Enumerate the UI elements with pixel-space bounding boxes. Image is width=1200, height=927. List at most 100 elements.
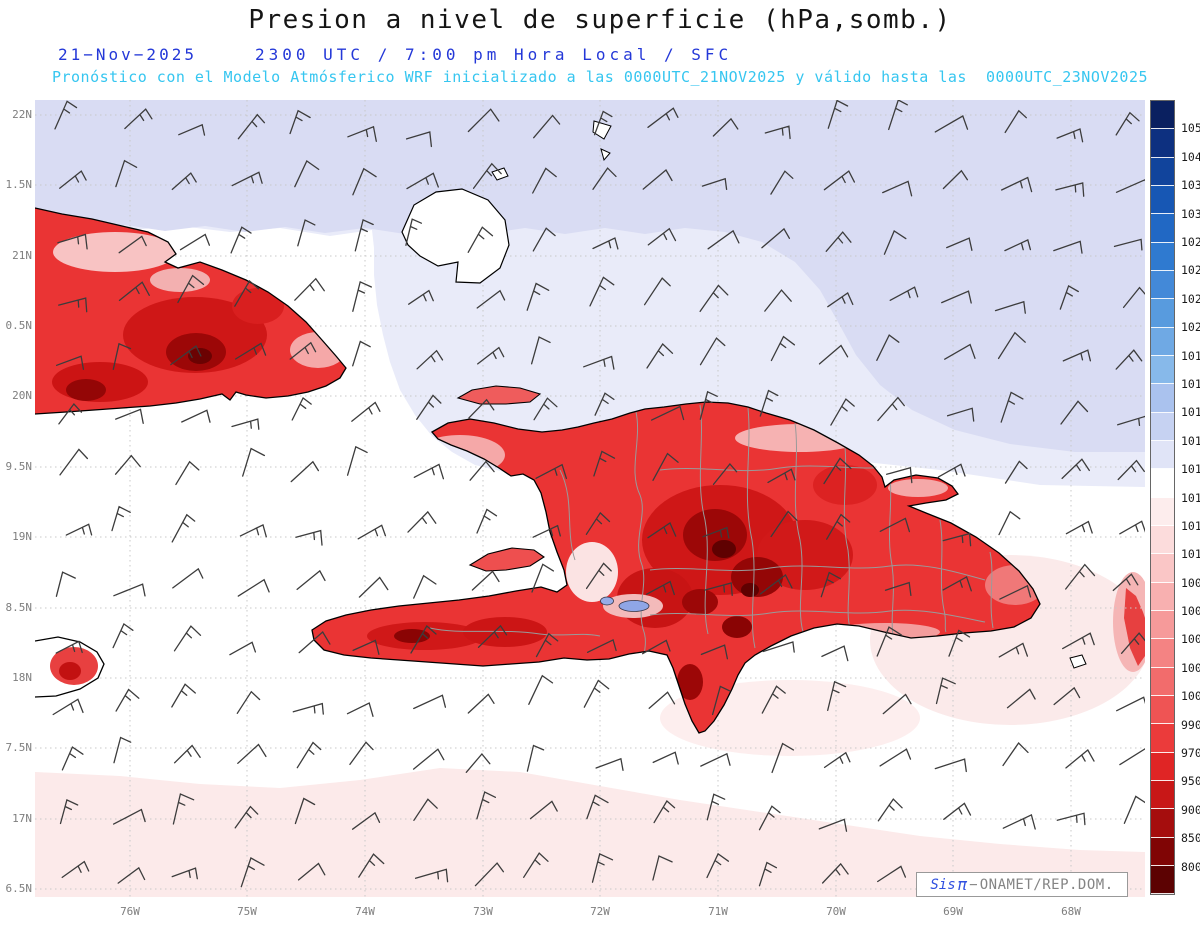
- wind-barb: [346, 702, 374, 717]
- colorbar-label: 1006: [1181, 604, 1200, 619]
- wind-barb: [172, 793, 195, 825]
- wind-barb: [827, 100, 849, 129]
- colorbar-segment: [1151, 610, 1174, 640]
- colorbar-segment: [1151, 384, 1174, 413]
- wind-barb: [523, 852, 549, 878]
- wind-barb: [474, 862, 505, 887]
- colorbar-segment: [1151, 242, 1174, 271]
- wind-barb: [997, 331, 1026, 360]
- wind-barb: [468, 398, 495, 419]
- lat-label: 1.5N: [5, 178, 33, 191]
- lon-label: 72W: [590, 905, 610, 918]
- wind-barb: [759, 389, 779, 417]
- wind-barb: [413, 798, 438, 821]
- wind-barb: [882, 180, 913, 197]
- lon-label: 69W: [943, 905, 963, 918]
- wind-barb: [416, 349, 444, 370]
- wind-barb: [61, 860, 90, 879]
- wind-barb: [641, 639, 671, 655]
- wind-barb: [533, 397, 558, 421]
- wind-barb: [937, 463, 966, 478]
- wind-barb: [827, 680, 847, 712]
- forecast-time: 2300 UTC / 7:00 pm Hora Local / SFC: [255, 45, 733, 64]
- wind-barb: [1061, 458, 1090, 480]
- wind-barb: [240, 857, 265, 888]
- wind-barb: [943, 802, 972, 820]
- wind-barb: [178, 123, 206, 136]
- wind-barb: [296, 741, 322, 769]
- wind-barb: [699, 390, 718, 420]
- wind-barb: [528, 674, 554, 705]
- wind-barb: [410, 624, 437, 654]
- colorbar-segment: [1151, 752, 1174, 781]
- wind-barb: [1060, 400, 1089, 425]
- wind-barb: [648, 691, 676, 709]
- wind-barb: [877, 798, 903, 822]
- wind-barb: [117, 866, 146, 884]
- colorbar-segment: [1151, 129, 1174, 158]
- wind-barb: [1002, 813, 1036, 830]
- colorbar-label: 1000: [1181, 689, 1200, 704]
- lat-label: 19N: [12, 530, 32, 543]
- colorbar-segment: [1151, 724, 1174, 753]
- wind-barb: [352, 639, 380, 655]
- wind-barb: [61, 746, 84, 771]
- wind-barb: [591, 852, 614, 883]
- colorbar-segment: [1151, 865, 1174, 895]
- wind-barb: [879, 748, 912, 767]
- wind-barb: [820, 571, 842, 598]
- wind-barb: [1004, 460, 1028, 484]
- wind-barb: [175, 460, 200, 486]
- wind-barb: [352, 340, 371, 367]
- colorbar-segment: [1151, 412, 1174, 441]
- wind-barb: [229, 641, 257, 656]
- wind-barb: [296, 569, 326, 591]
- wind-barb: [886, 466, 913, 484]
- wind-barb: [589, 276, 615, 307]
- colorbar-label: 1028: [1181, 234, 1200, 249]
- watermark-brand: Sis: [930, 876, 956, 893]
- wind-barb: [1062, 632, 1095, 650]
- wind-barb: [531, 563, 555, 593]
- lat-label: 18N: [12, 671, 32, 684]
- wind-barb: [234, 805, 259, 829]
- wind-barb: [297, 219, 316, 247]
- colorbar-label: 1017: [1181, 405, 1200, 420]
- wind-barb: [242, 447, 266, 477]
- wind-barb: [231, 418, 260, 430]
- wind-barb: [1065, 749, 1095, 769]
- lat-label: 20N: [12, 389, 32, 402]
- colorbar-segment: [1151, 639, 1174, 668]
- wind-barb: [59, 798, 79, 825]
- wind-barb: [407, 510, 437, 533]
- wind-barb: [1119, 748, 1145, 766]
- wind-barb: [653, 799, 676, 824]
- wind-barb: [593, 110, 613, 136]
- wind-barb: [942, 575, 972, 592]
- wind-barb: [1006, 688, 1036, 709]
- wind-barb: [115, 159, 138, 188]
- wind-barb: [171, 683, 196, 708]
- wind-barb: [469, 460, 495, 481]
- colorbar-label: 1013: [1181, 490, 1200, 505]
- wind-barb: [946, 237, 973, 251]
- wind-barb: [652, 452, 679, 481]
- colorbar-label: 1020: [1181, 320, 1200, 335]
- wind-barb: [405, 131, 433, 148]
- colorbar-label: 1025: [1181, 263, 1200, 278]
- wind-barb: [1117, 459, 1145, 481]
- wind-barb: [118, 281, 150, 302]
- wind-barb: [764, 125, 791, 140]
- lon-label: 76W: [120, 905, 140, 918]
- page-title: Presion a nivel de superficie (hPa,somb.…: [248, 5, 952, 35]
- ocean-shading-dark: [35, 100, 1145, 452]
- lat-label: 17N: [12, 812, 32, 825]
- colorbar-label: 1016: [1181, 433, 1200, 448]
- wind-barb: [292, 702, 324, 715]
- wind-barb: [946, 407, 975, 422]
- wind-barb: [406, 172, 439, 190]
- wind-barb: [529, 800, 558, 820]
- wind-barb: [711, 685, 731, 716]
- lon-label: 75W: [237, 905, 257, 918]
- wind-barb: [1115, 111, 1140, 136]
